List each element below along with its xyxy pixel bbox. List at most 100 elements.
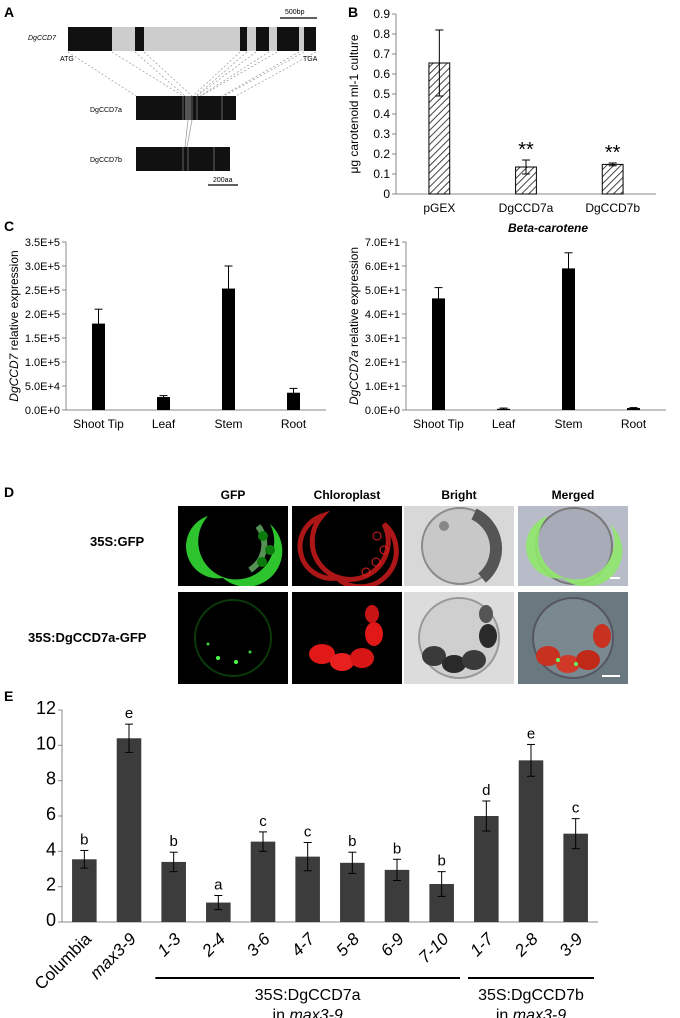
bar-leaf xyxy=(157,397,170,410)
image-gfp-control xyxy=(178,506,288,586)
y-axis-label-rest: relative expression xyxy=(7,250,21,353)
exon-1 xyxy=(68,27,112,51)
group-letter: c xyxy=(259,813,267,830)
y-tick-label: 7.0E+1 xyxy=(365,237,400,249)
x-category-label: max3-9 xyxy=(86,929,140,983)
group-letter: a xyxy=(214,877,223,894)
mapping-lines xyxy=(67,51,317,97)
y-tick-label: 0.2 xyxy=(373,147,390,161)
group-label-strain: max3-9 xyxy=(289,1007,342,1018)
significance-label: ** xyxy=(605,142,621,164)
y-tick-label: 0.9 xyxy=(373,7,390,21)
exon-4 xyxy=(256,27,269,51)
group-letter: e xyxy=(527,725,535,742)
y-tick-label: 6 xyxy=(46,804,56,824)
group-label-line2: in max3-9 xyxy=(273,1007,343,1018)
x-category-label: 2-4 xyxy=(198,929,230,961)
image-chloroplast-control xyxy=(292,506,402,586)
x-category-label: Root xyxy=(621,417,647,431)
bar-1-7 xyxy=(474,816,499,922)
row-label-35s-gfp: 35S:GFP xyxy=(90,534,145,549)
protein-b-label: DgCCD7b xyxy=(90,157,122,164)
y-tick-label: 4 xyxy=(46,839,56,859)
y-tick-label: 2.0E+1 xyxy=(365,357,400,369)
x-category-label: Stem xyxy=(554,417,582,431)
y-tick-label: 3.0E+1 xyxy=(365,333,400,345)
protein-a-label: DgCCD7a xyxy=(90,107,122,114)
bar-shoot-tip xyxy=(432,298,445,410)
y-tick-label: 0.7 xyxy=(373,47,390,61)
group-letter: c xyxy=(304,824,312,841)
group-label-line1: 35S:DgCCD7a xyxy=(255,987,361,1004)
significance-label: ** xyxy=(518,139,534,161)
x-category-label: 3-6 xyxy=(243,929,274,960)
y-tick-label: 0.0E+0 xyxy=(365,405,400,417)
x-category-label: pGEX xyxy=(423,201,455,215)
gene-label: DgCCD7 xyxy=(28,35,57,42)
col-header-bright: Bright xyxy=(441,488,477,502)
image-bright-dgccd7a xyxy=(404,592,514,684)
tga-label: TGA xyxy=(303,56,318,63)
exon-3 xyxy=(240,27,247,51)
x-category-label: 2-8 xyxy=(510,929,542,961)
atg-label: ATG xyxy=(60,56,74,63)
chart-c-dgccd7a: 0.0E+0 1.0E+1 2.0E+1 3.0E+1 4.0E+1 5.0E+1 6.0E… xyxy=(347,237,666,431)
scale-bp-label: 500bp xyxy=(285,9,305,16)
bar-stem xyxy=(222,288,235,410)
group-letter: b xyxy=(169,833,177,850)
x-category-label: Shoot Tip xyxy=(73,417,124,431)
image-chloroplast-dgccd7a xyxy=(292,592,402,684)
x-category-label: 1-3 xyxy=(154,929,185,960)
y-tick-label: 1.0E+5 xyxy=(25,357,60,369)
x-category-label: Columbia xyxy=(31,929,96,994)
col-header-merged: Merged xyxy=(551,488,595,502)
panel-letter-d: D xyxy=(4,484,15,500)
x-category-label: Leaf xyxy=(492,417,516,431)
protein-a-junctions xyxy=(182,96,223,120)
bar-shoot-tip xyxy=(92,323,105,410)
x-axis-label: Beta-carotene xyxy=(508,221,588,235)
group-letter: b xyxy=(348,833,356,850)
exon-5 xyxy=(277,27,299,51)
col-header-gfp: GFP xyxy=(220,488,246,502)
group-letter: e xyxy=(125,705,133,722)
y-tick-label: 1.0E+1 xyxy=(365,381,400,393)
bar-2-8 xyxy=(518,760,544,922)
protein-b-links xyxy=(184,119,193,148)
col-header-chloroplast: Chloroplast xyxy=(313,488,381,502)
gene-structure-diagram: DgCCD7 500bp ATG TGA DgCCD7a DgCCD7b xyxy=(28,9,318,186)
y-tick-label: 0.8 xyxy=(373,27,390,41)
x-category-label: Root xyxy=(281,417,307,431)
exon-6 xyxy=(304,27,316,51)
y-axis-label: DgCCD7 relative expression xyxy=(7,250,21,401)
x-category-label: 6-9 xyxy=(377,929,408,960)
panel-letter-c: C xyxy=(4,218,15,234)
group-letter: c xyxy=(572,800,580,817)
x-category-label: Stem xyxy=(214,417,242,431)
y-axis-label: μg carotenoid ml-1 culture xyxy=(347,34,361,173)
group-label-prefix: in xyxy=(273,1007,290,1018)
x-category-label: 1-7 xyxy=(466,929,497,960)
group-label-strain: max3-9 xyxy=(513,1007,566,1018)
y-tick-label: 0 xyxy=(46,910,56,930)
x-category-label: Shoot Tip xyxy=(413,417,464,431)
protein-a-shaded xyxy=(185,96,191,120)
y-tick-label: 6.0E+1 xyxy=(365,261,400,273)
row-label-35s-dgccd7a-gfp: 35S:DgCCD7a-GFP xyxy=(28,630,147,645)
y-tick-label: 0.1 xyxy=(373,167,390,181)
group-letter: b xyxy=(80,831,88,848)
group-letter: b xyxy=(393,840,401,857)
group-label-line1: 35S:DgCCD7b xyxy=(478,987,584,1004)
group-letter: d xyxy=(482,782,490,799)
y-axis-label: DgCCD7a relative expression xyxy=(347,247,361,405)
x-category-label: 3-9 xyxy=(556,929,587,960)
bar-2-4 xyxy=(206,902,231,922)
bar-max3-9 xyxy=(116,738,142,922)
scale-aa-label: 200aa xyxy=(213,177,233,184)
chart-c-dgccd7: 0.0E+0 5.0E+4 1.0E+5 1.5E+5 2.0E+5 2.5E+5 3.0E… xyxy=(7,237,326,431)
y-tick-label: 3.0E+5 xyxy=(25,261,60,273)
x-category-label: Leaf xyxy=(152,417,176,431)
x-category-label: 4-7 xyxy=(288,929,319,960)
image-gfp-dgccd7a xyxy=(178,592,288,684)
chart-b: 0 0.1 0.2 0.3 0.4 0.5 0.6 0.7 0.8 0.9 pGEX ** DgCCD7… xyxy=(347,7,656,235)
